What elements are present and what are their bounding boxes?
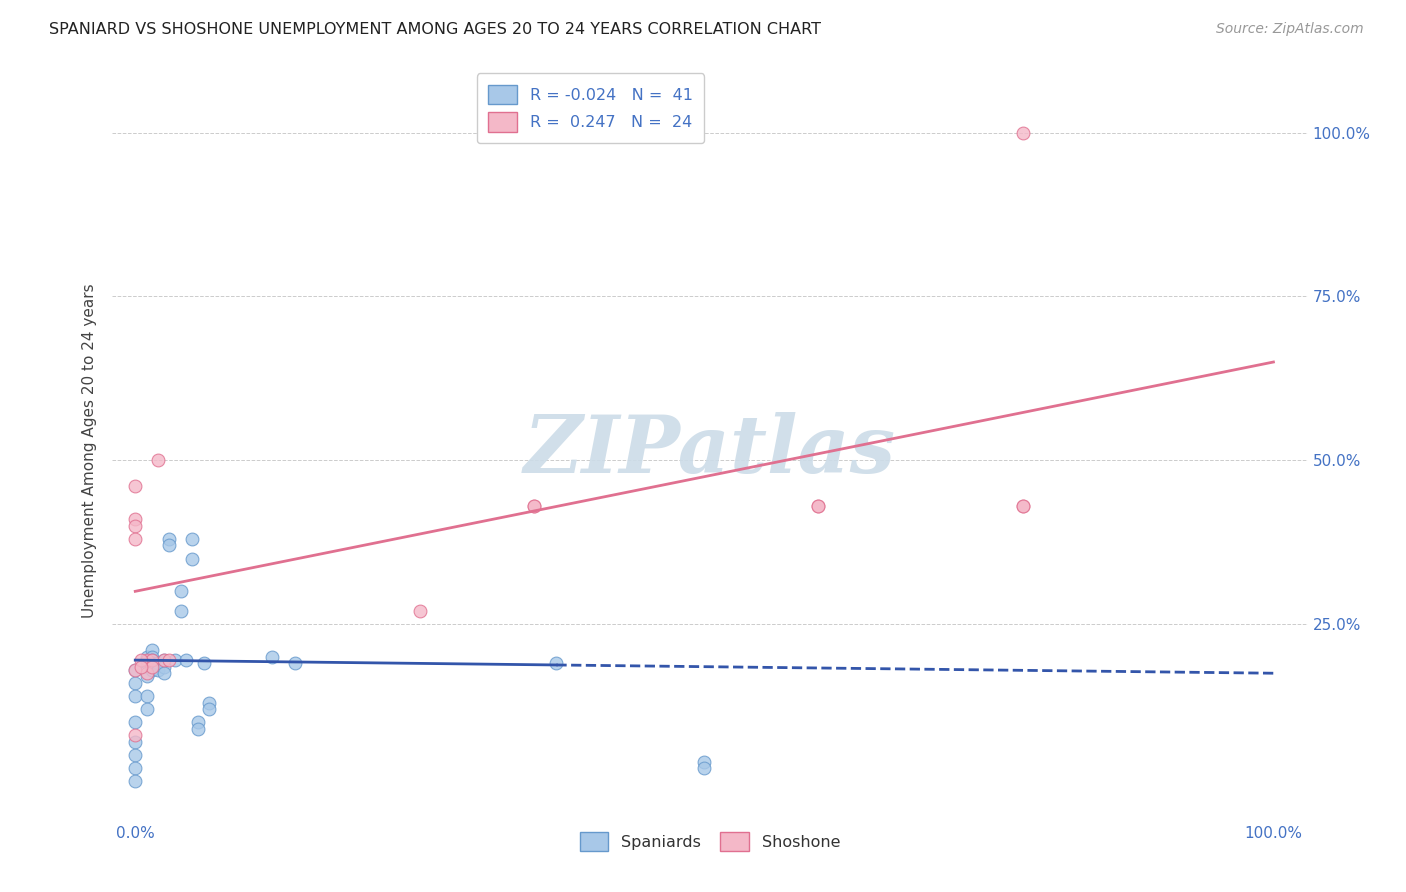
Text: ZIPatlas: ZIPatlas [524,412,896,489]
Point [124,518,146,533]
Point [170,584,193,599]
Point [146,657,169,671]
Point [187,722,209,736]
Point [141,643,163,657]
Point [124,663,146,677]
Point [198,696,221,710]
Point [141,653,163,667]
Point [198,702,221,716]
Point [135,689,157,703]
Point [157,532,180,546]
Point [157,653,180,667]
Point [135,657,157,671]
Point [523,499,546,513]
Point [1012,499,1035,513]
Point [141,659,163,673]
Point [135,669,157,683]
Point [284,657,307,671]
Point [157,539,180,553]
Point [124,532,146,546]
Point [176,653,198,667]
Point [807,499,830,513]
Point [141,663,163,677]
Y-axis label: Unemployment Among Ages 20 to 24 years: Unemployment Among Ages 20 to 24 years [82,283,97,618]
Point [260,649,283,664]
Point [124,479,146,493]
Point [141,649,163,664]
Point [693,755,716,769]
Legend: Spaniards, Shoshone: Spaniards, Shoshone [571,822,849,861]
Point [135,702,157,716]
Point [693,761,716,775]
Point [135,649,157,664]
Point [124,663,146,677]
Point [124,676,146,690]
Point [124,689,146,703]
Point [124,512,146,526]
Point [181,551,204,566]
Point [1012,126,1035,140]
Point [129,653,152,667]
Point [124,774,146,789]
Point [170,604,193,618]
Point [807,499,830,513]
Point [165,653,187,667]
Text: SPANIARD VS SHOSHONE UNEMPLOYMENT AMONG AGES 20 TO 24 YEARS CORRELATION CHART: SPANIARD VS SHOSHONE UNEMPLOYMENT AMONG … [49,22,821,37]
Point [187,715,209,730]
Point [181,532,204,546]
Point [152,659,174,673]
Point [129,659,152,673]
Text: Source: ZipAtlas.com: Source: ZipAtlas.com [1216,22,1364,37]
Point [146,453,169,467]
Point [1012,499,1035,513]
Point [152,653,174,667]
Point [124,729,146,743]
Point [152,666,174,681]
Point [193,657,215,671]
Point [124,761,146,775]
Point [135,666,157,681]
Point [141,657,163,671]
Point [546,657,568,671]
Point [124,735,146,749]
Point [146,663,169,677]
Point [124,748,146,763]
Point [152,653,174,667]
Point [523,126,546,140]
Point [409,604,432,618]
Point [523,499,546,513]
Point [141,653,163,667]
Point [135,653,157,667]
Point [124,715,146,730]
